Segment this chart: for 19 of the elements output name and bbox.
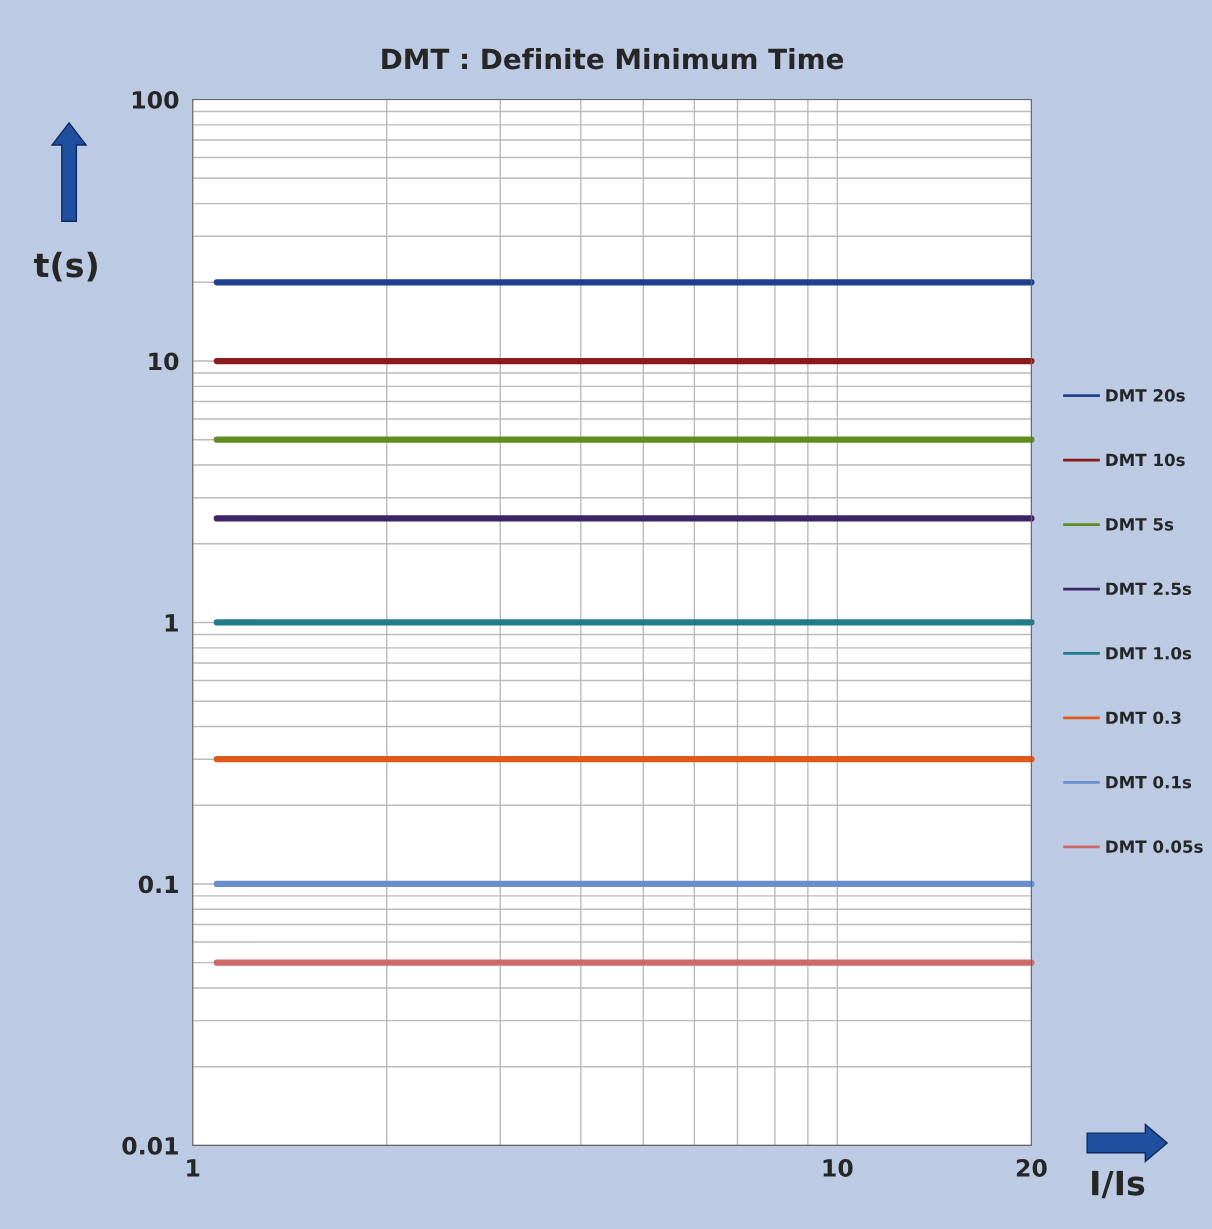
y-axis-title: t(s) xyxy=(33,251,97,282)
y-tick-label: 1 xyxy=(165,614,178,632)
y-tick-label: 0.01 xyxy=(122,1136,178,1155)
legend-label: DMT 0.1s xyxy=(1106,775,1192,789)
legend-label: DMT 2.5s xyxy=(1106,582,1192,596)
legend-label: DMT 0.05s xyxy=(1106,840,1203,853)
y-tick-label: 100 xyxy=(132,91,179,109)
x-tick-label: 1 xyxy=(187,1159,200,1177)
chart-title: DMT : Definite Minimum Time xyxy=(382,47,844,70)
x-tick-label: 10 xyxy=(823,1159,853,1177)
y-tick-label: 0.1 xyxy=(138,875,178,894)
y-tick-label: 10 xyxy=(149,352,179,371)
legend-label: DMT 10s xyxy=(1106,453,1185,467)
legend-label: DMT 5s xyxy=(1106,518,1174,531)
legend-label: DMT 0.3 xyxy=(1106,711,1181,725)
x-tick-label: 20 xyxy=(1016,1159,1047,1177)
x-axis-title: I/Is xyxy=(1092,1170,1145,1199)
legend-label: DMT 1.0s xyxy=(1106,646,1192,660)
legend-label: DMT 20s xyxy=(1106,389,1185,402)
